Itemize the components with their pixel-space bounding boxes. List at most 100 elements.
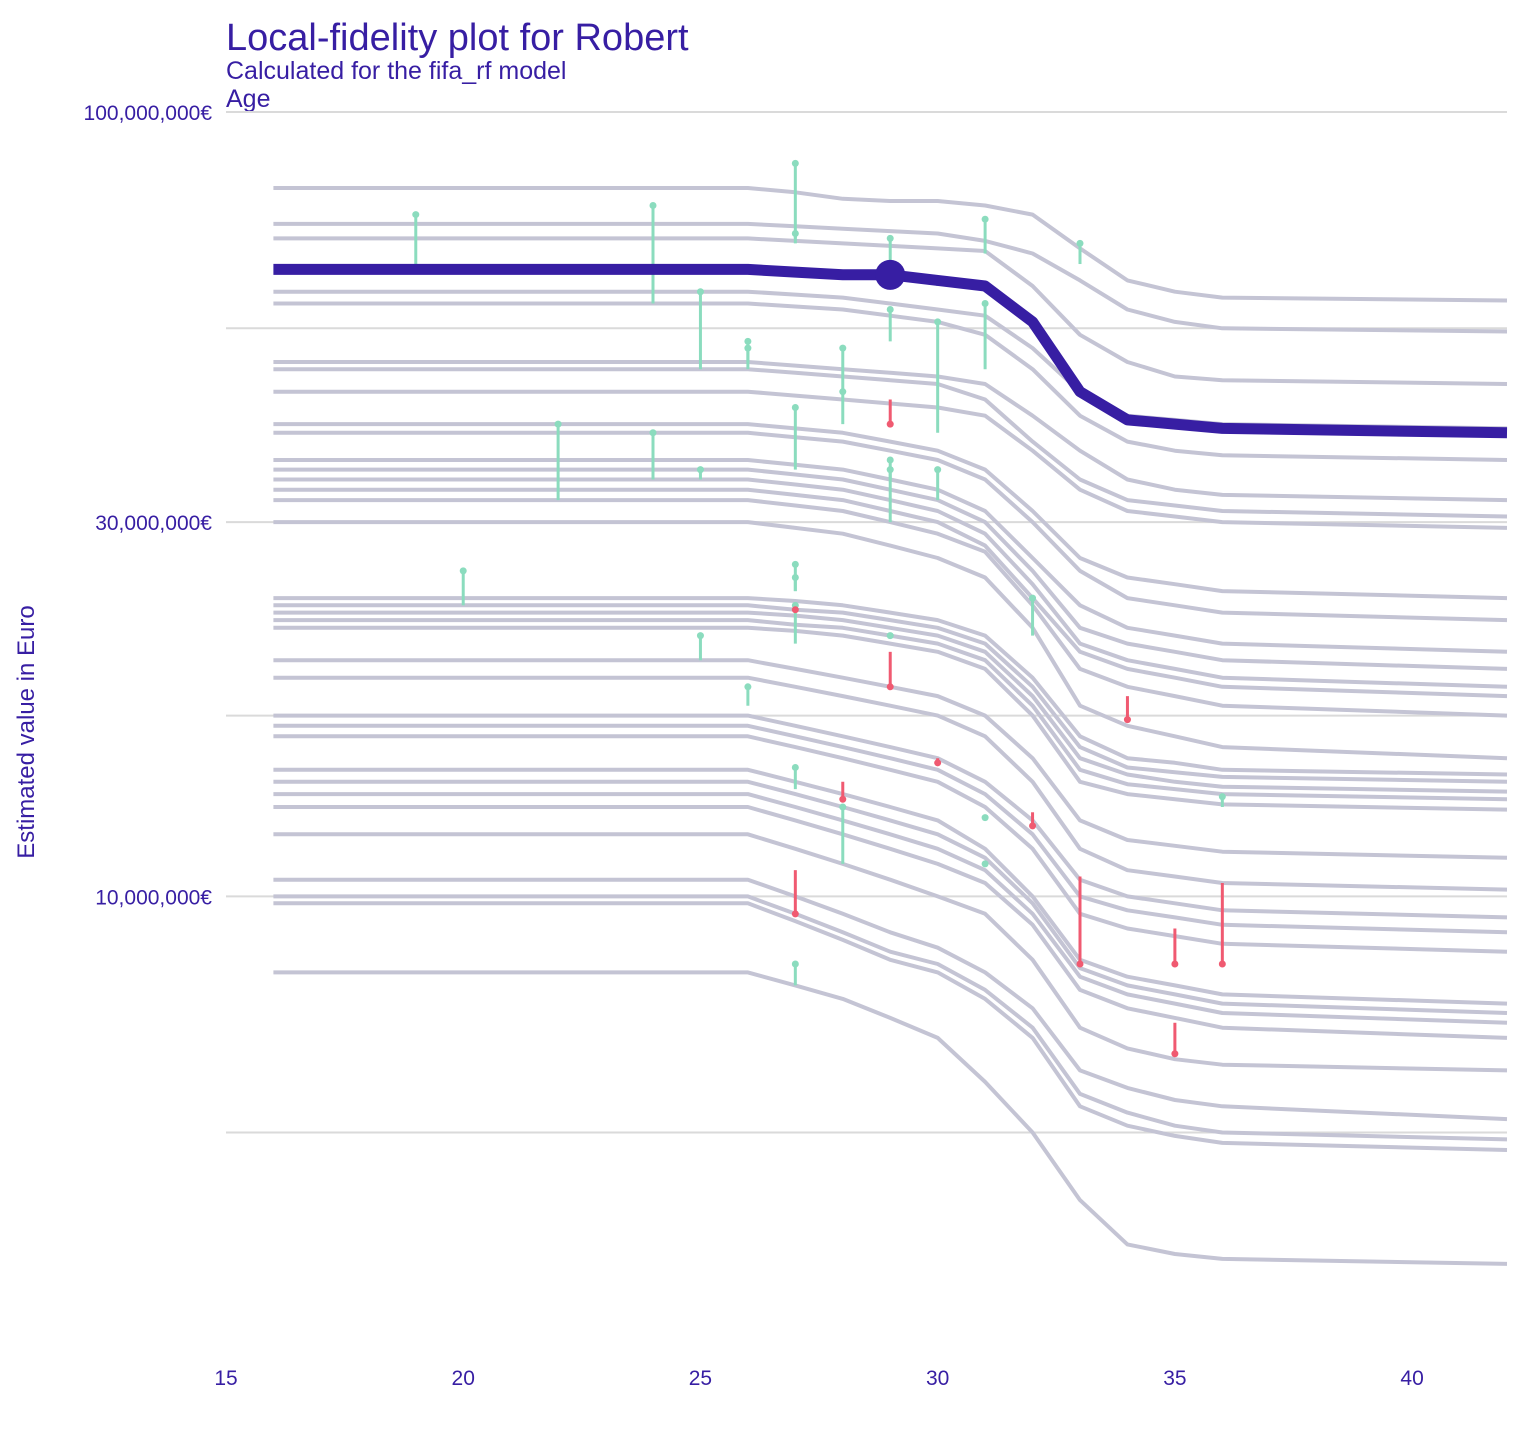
neighbor-profile-line: [273, 236, 1508, 386]
observation-point: [981, 215, 989, 223]
x-tick-label: 20: [452, 1367, 475, 1390]
neighbor-profile-line: [273, 894, 1508, 1142]
neighbor-profile-line: [273, 360, 1508, 503]
neighbor-profile-line: [273, 467, 1508, 671]
y-axis-ticks: 10,000,000€ 30,000,000€ 100,000,000€: [84, 102, 213, 909]
observation-point: [934, 318, 942, 326]
observation-point: [791, 404, 799, 412]
neighbor-profile-line: [273, 625, 1508, 812]
observation-point: [554, 420, 562, 428]
observation-point: [1171, 1050, 1179, 1058]
observation-point: [1171, 960, 1179, 968]
observation-point: [744, 344, 752, 352]
observation-point: [1218, 960, 1226, 968]
chart-title: Local-fidelity plot for Robert: [226, 17, 689, 59]
neighbor-profile-line: [273, 901, 1508, 1152]
neighbor-profile-line: [273, 767, 1508, 1006]
y-tick-label: 10,000,000€: [95, 886, 212, 909]
residual-segments: [412, 159, 1226, 1058]
neighbor-profile-line: [273, 596, 1508, 777]
neighbor-profile-line: [273, 221, 1508, 334]
neighbor-profile-line: [273, 723, 1508, 935]
observation-point: [839, 803, 847, 811]
neighbor-profile-line: [273, 792, 1508, 1025]
observation-point: [791, 159, 799, 167]
chart-subtitle: Calculated for the fifa_rf model: [226, 57, 566, 85]
x-tick-label: 40: [1400, 1367, 1423, 1390]
observation-point: [1218, 793, 1226, 801]
observation-point: [791, 606, 799, 614]
y-axis-title: Estimated value in Euro: [13, 605, 40, 858]
neighbor-profile-line: [273, 389, 1508, 530]
neighbor-profile-line: [273, 658, 1508, 860]
observation-point: [744, 683, 752, 691]
observation-point: [934, 759, 942, 767]
neighbor-profile-line: [273, 805, 1508, 1040]
observation-point: [886, 234, 894, 242]
observation-point: [791, 960, 799, 968]
neighbor-profile-line: [273, 498, 1508, 718]
neighbor-profile-line: [273, 779, 1508, 1015]
neighbor-profile-line: [273, 186, 1508, 303]
observation-point: [791, 573, 799, 581]
neighbor-profile-line: [273, 675, 1508, 892]
main-profile-group: [273, 259, 1508, 439]
observation-point: [886, 456, 894, 464]
observation-point: [886, 420, 894, 428]
observation-point: [1029, 822, 1037, 830]
observation-point: [744, 337, 752, 345]
observation-point: [1076, 239, 1084, 247]
observation-point: [696, 288, 704, 296]
neighbor-profile-line: [273, 367, 1508, 519]
neighbor-profile-line: [273, 603, 1508, 784]
observation-point: [839, 388, 847, 396]
neighbor-profile-line: [273, 713, 1508, 920]
y-tick-label: 100,000,000€: [84, 102, 213, 125]
main-profile-line: [273, 263, 1508, 439]
neighbor-profiles: [273, 186, 1508, 1266]
observation-point: [791, 763, 799, 771]
x-tick-label: 30: [926, 1367, 949, 1390]
observation-point: [459, 567, 467, 575]
observation-point: [886, 683, 894, 691]
neighbor-profile-line: [273, 970, 1508, 1266]
neighbor-profile-line: [273, 477, 1508, 689]
observation-point: [886, 466, 894, 474]
neighbor-profile-line: [273, 430, 1508, 623]
observation-point: [1029, 594, 1037, 602]
observation-point: [839, 344, 847, 352]
observation-point: [412, 211, 420, 219]
observation-point: [981, 299, 989, 307]
observation-point: [981, 860, 989, 868]
observation-point: [649, 201, 657, 209]
neighbor-profile-line: [273, 458, 1508, 654]
neighbor-profile-line: [273, 520, 1508, 761]
observation-point: [791, 910, 799, 918]
observation-point: [886, 632, 894, 640]
observation-point: [934, 466, 942, 474]
observation-point: [886, 306, 894, 314]
x-tick-label: 25: [689, 1367, 712, 1390]
observation-point: [839, 795, 847, 803]
observation-point: [649, 429, 657, 437]
observation-point: [1076, 960, 1084, 968]
neighbor-profile-line: [273, 618, 1508, 802]
x-tick-label: 35: [1163, 1367, 1186, 1390]
y-tick-label: 30,000,000€: [95, 512, 212, 535]
neighbor-profile-line: [273, 487, 1508, 699]
observation-point: [791, 560, 799, 568]
neighbor-profile-line: [273, 832, 1508, 1073]
variable-label: Age: [226, 85, 270, 113]
main-observation-point: [875, 259, 906, 290]
neighbor-profile-line: [273, 734, 1508, 954]
x-tick-label: 15: [214, 1367, 237, 1390]
observation-point: [696, 466, 704, 474]
x-axis-ticks: 15 20 25 30 35 40: [214, 1367, 1423, 1390]
neighbor-profile-line: [273, 422, 1508, 601]
neighbor-profile-line: [273, 610, 1508, 794]
neighbor-profile-line: [273, 301, 1508, 462]
observation-point: [696, 632, 704, 640]
observation-point: [981, 814, 989, 822]
observation-point: [791, 230, 799, 238]
neighbor-profile-line: [273, 877, 1508, 1122]
